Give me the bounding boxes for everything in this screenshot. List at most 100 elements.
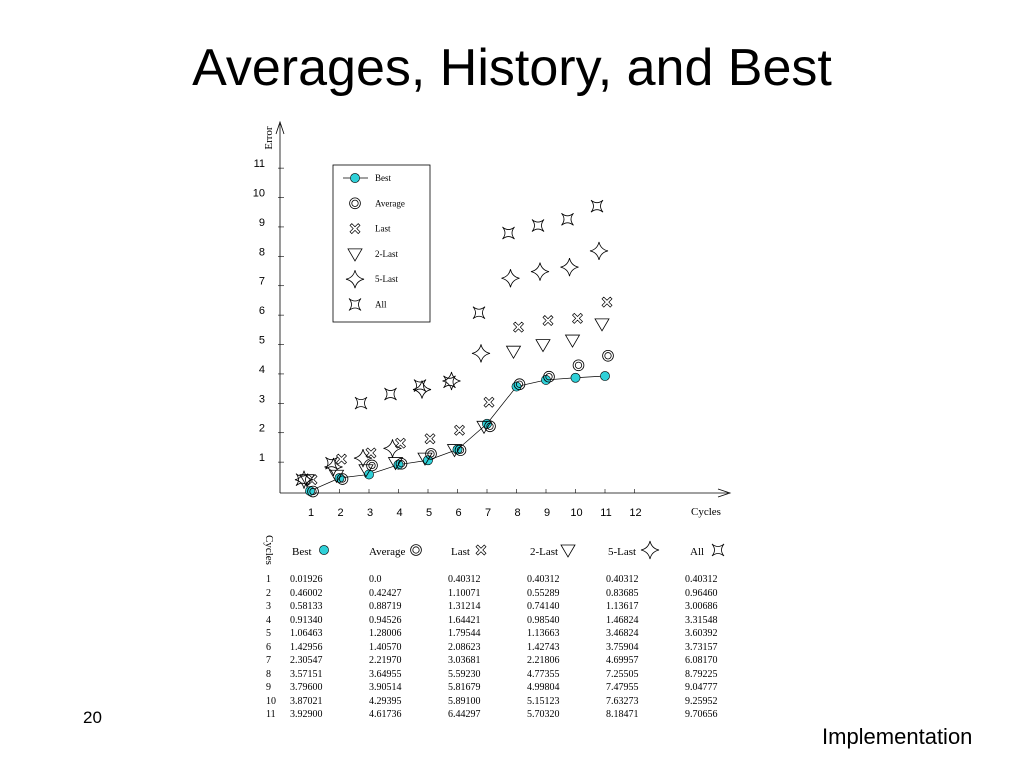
data-point	[395, 457, 408, 470]
table-cell: 3.03681	[448, 655, 481, 666]
series-average	[307, 349, 614, 498]
series-2-last	[299, 318, 610, 488]
table-cell-cycle: 3	[266, 601, 271, 612]
table-cell: 2.08623	[448, 641, 481, 653]
data-point	[572, 312, 583, 324]
table-header-marker	[560, 544, 576, 558]
table-cell: 0.42427	[369, 587, 402, 599]
data-point	[336, 473, 349, 485]
x-tick-label: 8	[514, 507, 520, 519]
table-cell: 5.70320	[527, 709, 560, 720]
table-cell: 5.81679	[448, 682, 481, 693]
table-cell: 2.21970	[369, 655, 402, 666]
legend-label: Average	[375, 198, 405, 208]
y-axis-label: Error	[263, 126, 275, 150]
data-point	[590, 199, 604, 213]
series-line	[309, 375, 606, 492]
table-cell: 1.06463	[290, 628, 323, 639]
table-cell-cycle: 9	[266, 682, 271, 693]
table-header-cell: 2-Last	[530, 546, 559, 558]
data-point	[602, 349, 614, 362]
table-row: 7 2.30547 2.21970 3.03681 2.21806 4.69957 6.08…	[266, 654, 725, 668]
table-cell: 7.25505	[606, 668, 639, 680]
table-cell: 3.31548	[685, 614, 718, 626]
table-cell-cycle: 4	[266, 614, 271, 626]
legend-label: Last	[375, 224, 391, 234]
x-tick-label: 5	[426, 507, 432, 519]
table-cell: 3.46824	[606, 628, 639, 639]
table-cell: 3.60392	[685, 628, 718, 639]
y-tick-label: 6	[259, 305, 265, 317]
legend-marker	[349, 197, 361, 210]
x-tick-label: 11	[600, 507, 611, 519]
data-point	[417, 452, 433, 466]
x-tick-label: 3	[367, 507, 373, 519]
table-cell: 0.0	[369, 574, 382, 585]
table-cell: 0.83685	[606, 587, 639, 599]
x-tick-label: 1	[308, 507, 314, 519]
table-cell: 5.15123	[527, 695, 560, 707]
table-cell: 8.79225	[685, 668, 718, 680]
table-cell: 4.29395	[369, 695, 402, 707]
legend-item: 2-Last	[347, 248, 398, 262]
table-cell: 1.10071	[448, 587, 481, 599]
table-cell: 4.77355	[527, 668, 560, 680]
table-cell: 0.98540	[527, 614, 560, 626]
table-cell: 2.30547	[290, 655, 323, 666]
table-cell: 1.13617	[606, 601, 639, 612]
data-point	[295, 473, 309, 486]
table-header-cell: 5-Last	[608, 546, 637, 558]
data-point	[424, 433, 436, 445]
table-cell: 0.40312	[606, 574, 639, 585]
data-point	[353, 449, 373, 468]
data-point	[535, 339, 551, 353]
legend-label: 2-Last	[375, 249, 398, 259]
slide-number: 20	[83, 708, 102, 727]
data-point	[476, 420, 492, 435]
data-point	[325, 456, 338, 470]
data-point	[324, 457, 343, 477]
table-cell-cycle: 11	[266, 709, 276, 720]
table-cell: 0.96460	[685, 587, 718, 599]
data-point	[425, 448, 437, 460]
table-cell: 3.73157	[685, 641, 718, 653]
table-header-marker	[410, 544, 422, 556]
table-cell: 1.40570	[369, 641, 402, 653]
table-cell: 3.00686	[685, 601, 718, 612]
data-point	[412, 380, 432, 399]
data-point	[307, 485, 319, 498]
data-point	[560, 258, 579, 277]
table-cell: 3.57151	[290, 668, 323, 680]
data-point	[513, 321, 524, 333]
table-cell-cycle: 8	[266, 668, 271, 680]
x-axis-arrow	[717, 488, 732, 498]
y-tick-label: 2	[259, 423, 265, 435]
data-point	[472, 306, 486, 320]
data-point	[505, 345, 522, 359]
data-point	[542, 315, 554, 327]
data-point	[601, 296, 613, 308]
y-tick-label: 10	[253, 188, 265, 200]
table-cell: 1.79544	[448, 628, 481, 639]
x-tick-label: 9	[544, 507, 550, 519]
table-row: 6 1.42956 1.40570 2.08623 1.42743 3.75904 3.73…	[266, 641, 725, 655]
data-point	[513, 378, 526, 391]
y-tick-label: 5	[259, 335, 265, 347]
data-point	[471, 344, 491, 363]
table-cell: 0.40312	[448, 574, 481, 585]
legend-item: Last	[349, 223, 391, 235]
table-cell: 5.89100	[448, 695, 481, 707]
data-point	[589, 241, 609, 260]
table-cell: 6.44297	[448, 709, 481, 720]
table-row: 11 3.92900 4.61736 6.44297 5.70320 8.18471 9.7…	[266, 708, 725, 722]
data-table: 1 0.01926 0.0 0.40312 0.40312 0.40312 0.40312 2…	[266, 573, 725, 722]
table-row: 9 3.79600 3.90514 5.81679 4.99804 7.47955 9.04…	[266, 681, 725, 695]
y-tick-label: 11	[254, 158, 265, 170]
data-point	[442, 371, 461, 391]
y-tick-label: 7	[259, 276, 265, 288]
table-cell: 1.46824	[606, 614, 639, 626]
data-point	[454, 424, 465, 436]
series-best	[305, 371, 610, 496]
data-point	[443, 375, 456, 389]
